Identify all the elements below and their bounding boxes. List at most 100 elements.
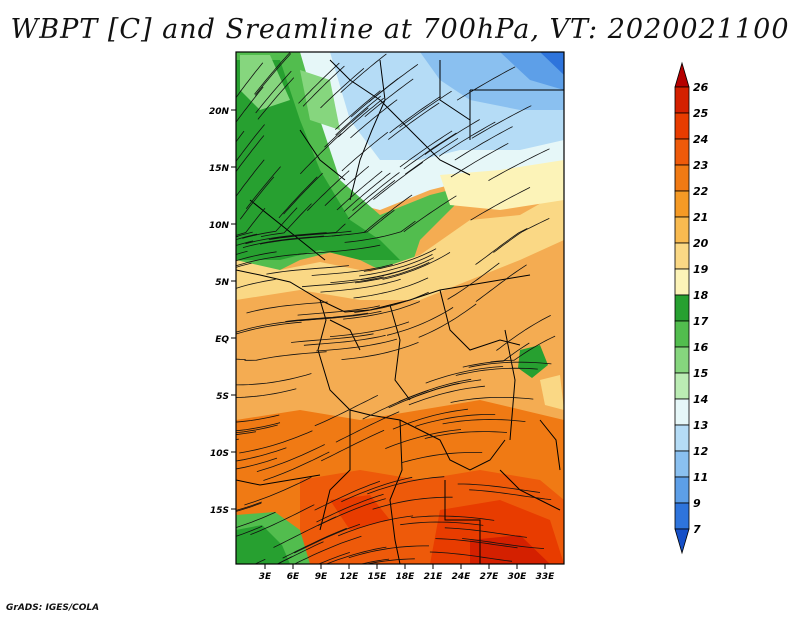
streamline <box>298 244 381 255</box>
streamline <box>367 476 445 495</box>
streamline <box>236 240 254 246</box>
streamline <box>350 99 398 139</box>
streamline <box>244 476 312 506</box>
streamline <box>341 342 419 360</box>
lon-label: 6E <box>287 572 300 582</box>
streamline <box>408 385 485 406</box>
streamline <box>259 234 343 245</box>
streamline <box>400 521 484 526</box>
streamline <box>314 394 379 427</box>
streamline <box>454 126 513 161</box>
streamline <box>470 187 531 221</box>
streamline <box>242 207 298 239</box>
streamline <box>364 78 414 118</box>
streamline <box>365 558 415 564</box>
streamline <box>362 390 429 420</box>
streamline <box>341 131 389 172</box>
streamline <box>468 361 552 368</box>
streamline <box>283 172 323 215</box>
streamline <box>359 254 433 277</box>
streamline <box>236 235 239 238</box>
streamline <box>325 546 387 564</box>
streamline <box>236 159 265 198</box>
colorbar-bottom-arrow <box>674 528 690 555</box>
colorbar-label: 12 <box>693 445 709 458</box>
streamline <box>411 515 495 521</box>
streamline <box>429 551 513 562</box>
streamline <box>344 172 391 212</box>
streamline <box>344 220 416 243</box>
streamline <box>244 351 327 361</box>
streamline <box>324 107 369 148</box>
streamline <box>254 52 291 95</box>
streamline <box>256 444 325 472</box>
lat-label: EQ <box>215 335 229 345</box>
streamline <box>475 228 528 265</box>
streamline <box>245 232 327 245</box>
streamline <box>350 78 399 118</box>
streamline <box>300 133 342 175</box>
colorbar-label: 23 <box>693 159 709 172</box>
streamline <box>236 124 265 162</box>
streamline <box>236 388 297 398</box>
credit-text: GrADS: IGES/COLA <box>6 603 100 613</box>
wbpt-field <box>236 52 564 564</box>
streamline <box>336 170 383 211</box>
streamline <box>363 194 413 233</box>
streamline <box>239 430 313 454</box>
streamline <box>236 457 278 470</box>
streamline <box>424 431 508 439</box>
streamline <box>236 86 264 123</box>
streamline <box>254 53 292 96</box>
streamline <box>320 67 365 109</box>
streamline <box>330 267 410 283</box>
streamline <box>321 429 385 462</box>
streamline <box>236 321 302 335</box>
streamline <box>316 338 398 352</box>
streamline <box>355 261 430 284</box>
streamline <box>331 209 395 237</box>
streamline <box>386 307 454 336</box>
colorbar-label: 19 <box>693 263 709 276</box>
colorbar-label: 7 <box>693 523 701 536</box>
streamline <box>496 315 551 351</box>
colorbar-swatch <box>674 450 690 478</box>
streamline <box>401 452 483 464</box>
streamline <box>245 166 281 210</box>
streamline <box>317 552 350 564</box>
streamline <box>236 438 239 440</box>
map-title: WBPT [C] and Sreamline at 700hPa, VT: 20… <box>10 14 790 45</box>
streamline <box>399 130 453 168</box>
lat-label: 15N <box>209 164 230 174</box>
streamline <box>392 408 468 430</box>
streamline <box>236 301 237 302</box>
streamline <box>329 321 410 337</box>
streamline <box>404 137 459 175</box>
colorbar-swatch <box>674 216 690 244</box>
streamline <box>403 132 457 170</box>
streamline <box>311 263 393 276</box>
streamline <box>268 230 352 240</box>
streamline <box>354 291 429 313</box>
streamline <box>338 97 384 138</box>
colorbar-swatch <box>674 242 690 270</box>
streamline <box>250 504 315 535</box>
colorbar-label: 24 <box>693 133 708 146</box>
streamline <box>343 301 420 320</box>
streamline <box>373 161 424 200</box>
streamline <box>340 53 387 93</box>
streamline <box>301 276 384 288</box>
streamline <box>236 414 280 423</box>
colorbar-label: 21 <box>693 211 708 224</box>
streamline <box>314 480 381 511</box>
colorbar-swatch <box>674 424 690 452</box>
colorbar-label: 20 <box>693 237 709 250</box>
lon-label: 15E <box>368 572 388 582</box>
colorbar-swatch <box>674 294 690 322</box>
colorbar-swatch <box>674 372 690 400</box>
lon-label: 27E <box>480 572 500 582</box>
colorbar-label: 14 <box>693 393 708 406</box>
colorbar-swatch <box>674 112 690 140</box>
lat-label: 20N <box>209 107 230 117</box>
